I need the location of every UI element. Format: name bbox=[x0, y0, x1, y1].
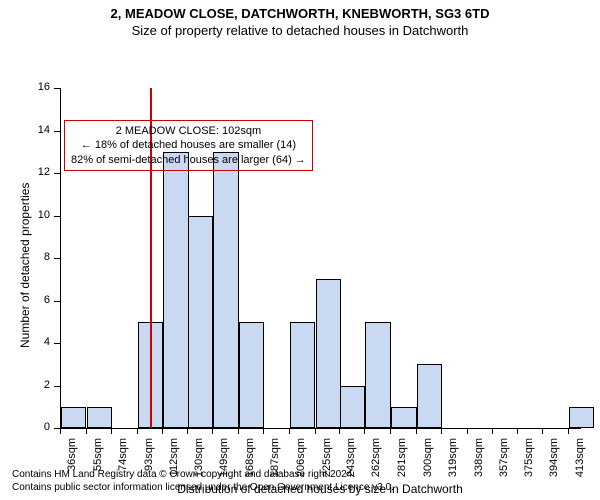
x-tick bbox=[517, 428, 518, 434]
callout-line-2: ← 18% of detached houses are smaller (14… bbox=[71, 138, 306, 152]
chart-title-main: 2, MEADOW CLOSE, DATCHWORTH, KNEBWORTH, … bbox=[0, 0, 600, 21]
callout-box: 2 MEADOW CLOSE: 102sqm ← 18% of detached… bbox=[64, 120, 313, 171]
y-tick bbox=[54, 301, 60, 302]
x-tick bbox=[441, 428, 442, 434]
x-tick-label: 338sqm bbox=[473, 438, 485, 478]
y-tick bbox=[54, 88, 60, 89]
x-tick bbox=[137, 428, 138, 434]
x-tick bbox=[416, 428, 417, 434]
y-tick-label: 0 bbox=[26, 421, 50, 433]
y-tick-label: 16 bbox=[26, 81, 50, 93]
x-tick bbox=[390, 428, 391, 434]
y-tick bbox=[54, 343, 60, 344]
histogram-bar bbox=[316, 279, 341, 428]
x-tick bbox=[364, 428, 365, 434]
histogram-bar bbox=[340, 386, 365, 429]
x-tick bbox=[568, 428, 569, 434]
copyright-line-2: Contains public sector information licen… bbox=[0, 481, 394, 494]
copyright-line-1: Contains HM Land Registry data © Crown c… bbox=[0, 468, 394, 481]
x-tick bbox=[111, 428, 112, 434]
x-tick bbox=[162, 428, 163, 434]
histogram-bar bbox=[290, 322, 315, 428]
x-tick bbox=[238, 428, 239, 434]
histogram-bar bbox=[391, 407, 416, 428]
y-tick bbox=[54, 173, 60, 174]
histogram-bar bbox=[417, 364, 442, 428]
x-tick bbox=[492, 428, 493, 434]
y-axis-label: Number of detached properties bbox=[18, 183, 32, 348]
copyright-block: Contains HM Land Registry data © Crown c… bbox=[0, 468, 394, 494]
x-tick bbox=[339, 428, 340, 434]
x-tick bbox=[187, 428, 188, 434]
histogram-bar bbox=[188, 216, 213, 429]
x-tick bbox=[60, 428, 61, 434]
y-tick bbox=[54, 216, 60, 217]
x-tick bbox=[263, 428, 264, 434]
y-tick-label: 14 bbox=[26, 124, 50, 136]
y-tick-label: 2 bbox=[26, 379, 50, 391]
x-tick-label: 394sqm bbox=[548, 438, 560, 478]
chart-title-sub: Size of property relative to detached ho… bbox=[0, 21, 600, 42]
x-tick bbox=[542, 428, 543, 434]
x-tick-label: 375sqm bbox=[523, 438, 535, 478]
histogram-bar bbox=[239, 322, 264, 428]
x-tick bbox=[289, 428, 290, 434]
x-tick-label: 300sqm bbox=[422, 438, 434, 478]
y-tick bbox=[54, 131, 60, 132]
x-tick bbox=[467, 428, 468, 434]
x-tick-label: 413sqm bbox=[574, 438, 586, 478]
x-tick bbox=[315, 428, 316, 434]
callout-line-1: 2 MEADOW CLOSE: 102sqm bbox=[71, 124, 306, 138]
y-tick-label: 12 bbox=[26, 166, 50, 178]
histogram-bar bbox=[213, 152, 238, 428]
histogram-bar bbox=[569, 407, 594, 428]
x-tick-label: 319sqm bbox=[447, 438, 459, 478]
x-tick bbox=[212, 428, 213, 434]
y-tick bbox=[54, 386, 60, 387]
callout-line-3: 82% of semi-detached houses are larger (… bbox=[71, 153, 306, 167]
histogram-bar bbox=[87, 407, 112, 428]
histogram-bar bbox=[365, 322, 390, 428]
x-tick-label: 281sqm bbox=[396, 438, 408, 478]
x-tick-label: 357sqm bbox=[498, 438, 510, 478]
y-tick bbox=[54, 258, 60, 259]
histogram-bar bbox=[61, 407, 86, 428]
histogram-bar bbox=[163, 152, 188, 428]
x-tick bbox=[86, 428, 87, 434]
